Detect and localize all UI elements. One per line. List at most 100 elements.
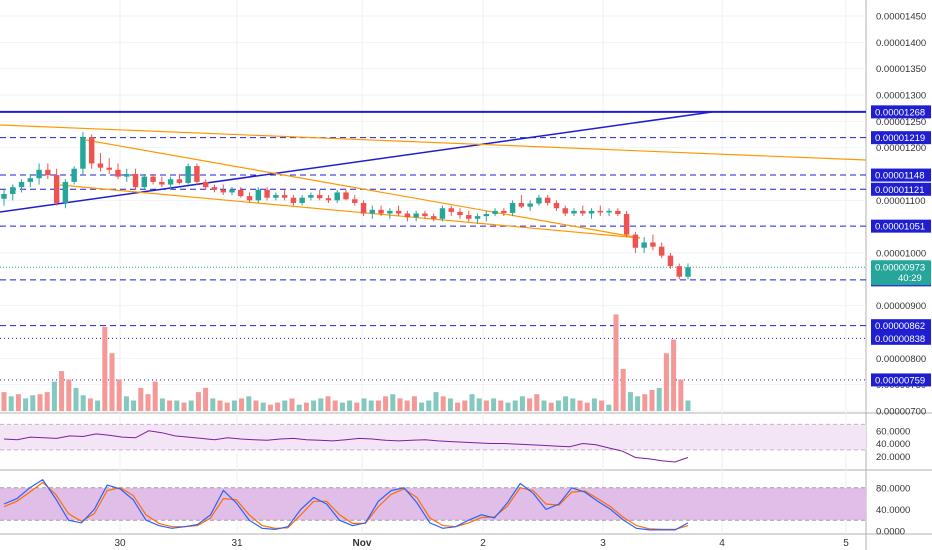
candlesticks [1,131,691,280]
candle-body [667,255,674,267]
time-tick-label: 31 [231,538,243,549]
level-price-label: 0.00001051 [875,222,925,233]
candle-body [343,192,349,200]
candle-body [220,189,226,193]
trendlines[interactable] [0,111,867,239]
volume-bar [663,353,669,411]
time-tick-label: 30 [114,538,126,549]
time-axis[interactable]: 30 31 Nov 2 3 4 5 [114,538,849,549]
volume-bar [606,404,612,411]
candle-body [246,196,253,201]
level-price-label: 0.00001148 [875,171,925,182]
volume-bar [498,400,504,411]
candle-body [615,210,621,215]
stoch-band [0,487,866,521]
level-price-label: 0.00000838 [875,334,925,345]
stochastic-panel [0,478,866,531]
candle-body [369,209,376,214]
candle-body [623,214,630,235]
candle-countdown-label: 40:29 [898,273,922,284]
volume-bar [174,400,180,411]
volume-bar [462,400,468,411]
volume-bars [1,314,691,411]
price-axis[interactable]: 0.00001450 0.00001400 0.00001350 0.00001300… [876,12,926,538]
trendline-upper-orange-long[interactable] [0,124,867,161]
volume-bar [332,400,338,411]
volume-bar [231,400,237,411]
candle-body [150,176,156,182]
candle-body [53,175,60,203]
volume-bar [584,402,590,411]
time-tick-label: Nov [353,538,372,549]
candle-body [448,208,454,212]
volume-bar [527,398,533,411]
volume-bar [30,395,36,411]
price-tick-label: 0.00000700 [876,407,926,418]
volume-bar [59,371,65,411]
price-tick-label: 0.00001400 [876,38,926,49]
candle-body [588,210,595,214]
volume-bar [419,402,425,411]
volume-bar [8,396,14,411]
volume-bar [210,398,216,411]
rsi-tick-label: 40.0000 [876,439,910,450]
volume-bar [260,402,266,411]
candle-body [124,174,130,177]
volume-bar [246,396,252,411]
stoch-tick-label: 40.0000 [876,505,910,516]
trendline-lower-channel[interactable] [59,184,641,239]
candle-body [80,137,86,169]
level-price-label: 0.00000759 [875,375,925,386]
volume-bar [519,396,525,411]
candle-body [387,210,393,214]
candle-body [632,234,639,248]
candle-body [352,199,358,203]
volume-bar [1,392,7,411]
candle-body [264,189,270,198]
volume-bar [109,353,115,411]
volume-bar [570,398,576,411]
volume-bar [102,327,108,411]
level-price-tag [871,331,931,345]
candle-body [194,166,200,182]
candle-body [316,195,323,199]
price-tick-label: 0.00001350 [876,64,926,75]
candle-body [202,181,209,188]
rsi-tick-label: 20.0000 [876,452,910,463]
volume-bar [217,400,223,411]
volume-bar [339,402,345,411]
candle-body [159,181,165,185]
trendline-rising-blue[interactable] [0,111,713,213]
volume-bar [347,400,353,411]
volume-bar [678,379,684,411]
volume-bar [440,396,446,411]
candle-body [422,213,428,217]
level-price-tag [871,319,931,333]
rsi-panel [0,423,866,463]
rsi-line [3,430,689,463]
candle-body [36,169,42,179]
candle-body [176,179,183,183]
candle-body [229,189,235,193]
level-price-tag [871,219,931,233]
time-tick-label: 4 [719,538,725,549]
volume-bar [224,402,230,411]
volume-bar [282,400,288,411]
volume-bar [80,395,86,411]
candle-body [71,168,77,182]
rsi-tick-label: 60.0000 [876,426,910,437]
candle-body [185,166,191,183]
price-tick-label: 0.00001100 [876,196,926,207]
level-price-label: 0.00001268 [875,107,925,118]
volume-bar [138,387,144,411]
candle-body [395,210,402,214]
volume-bar [613,314,619,411]
volume-bar [195,392,201,411]
volume-bar [116,379,122,411]
candle-body [553,202,560,209]
volume-bar [404,400,410,411]
volume-bar [131,400,137,411]
trendline-upper-channel[interactable] [85,139,641,239]
